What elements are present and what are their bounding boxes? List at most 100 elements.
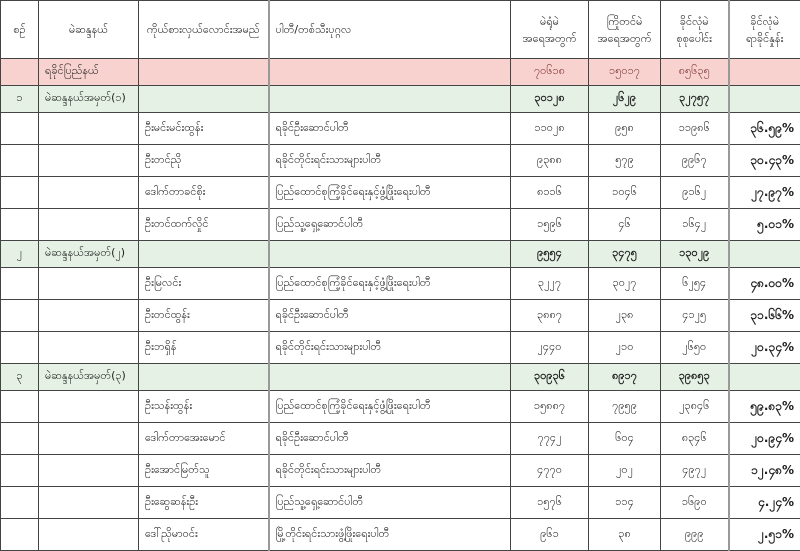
candidate-name: ဦးမင်းမင်းထွန်း (139, 113, 269, 145)
candidate-total: ၁၆၄၂ (661, 209, 729, 241)
candidate-advance: ၃၈ (589, 519, 661, 551)
candidate-name: ဦးတင်ညို (139, 145, 269, 177)
candidate-name: ဦးသန်းထွန်း (139, 391, 269, 423)
candidate-ordinary: ၁၅၈၈၇ (511, 391, 589, 423)
candidate-advance: ၉၅၈ (589, 113, 661, 145)
candidate-ordinary: ၁၅၇၆ (511, 487, 589, 519)
candidate-total: ၉၁၆၂ (661, 177, 729, 209)
empty-cell (39, 519, 139, 551)
candidate-row: ဦးတင်ထွန်းရခိုင်ဦးဆောင်ပါတီ၃၈၈၇၂၃၈၄၁၂၅၃၁… (1, 300, 800, 332)
candidate-name: ဦးမြလင်း (139, 268, 269, 300)
candidate-total: ၉၉၉ (661, 519, 729, 551)
candidate-advance: ၃၀၂၇ (589, 268, 661, 300)
candidate-name: ဒေါက်တာခင်စိုး (139, 177, 269, 209)
empty-cell (1, 145, 39, 177)
header-ordinary-votes: မဲရုံမဲ အရေအတွက် (511, 1, 589, 59)
empty-cell (729, 59, 800, 86)
constituency-name: မဲဆန္ဒနယ်အမှတ်(၁) (39, 86, 139, 113)
candidate-percent: ၃၁.၆၆% (729, 300, 800, 332)
empty-cell (269, 59, 511, 86)
empty-cell (39, 423, 139, 455)
candidate-ordinary: ၇၇၄၂ (511, 423, 589, 455)
empty-cell (1, 177, 39, 209)
empty-cell (1, 268, 39, 300)
candidate-advance: ၁၁၄ (589, 487, 661, 519)
candidate-name: ဒေါ်ညိုမာဝင်း (139, 519, 269, 551)
candidate-advance: ၆၀၄ (589, 423, 661, 455)
candidate-percent: ၁၂.၄၈% (729, 455, 800, 487)
empty-cell (39, 145, 139, 177)
empty-cell (139, 59, 269, 86)
candidate-row: ဒေါ်ညိုမာဝင်းမြို့တိုင်းရင်းသားဖွံ့ဖြိုး… (1, 519, 800, 551)
candidate-total: ၁၁၉၈၆ (661, 113, 729, 145)
candidate-ordinary: ၄၇၇၀ (511, 455, 589, 487)
candidate-advance: ၄၆ (589, 209, 661, 241)
empty-cell (39, 455, 139, 487)
header-advance-votes: ကြိုတင်မဲ အရေအတွက် (589, 1, 661, 59)
empty-cell (39, 300, 139, 332)
candidate-percent: ၃၀.၄၃% (729, 145, 800, 177)
empty-cell (1, 300, 39, 332)
province-ordinary: ၇၀၆၁၈ (511, 59, 589, 86)
candidate-party: ပြည်ထောင်စုကြံ့ခိုင်ရေးနှင့်ဖွံ့ဖြိုးရေး… (269, 268, 511, 300)
candidate-total: ၈၃၄၆ (661, 423, 729, 455)
province-no (1, 59, 39, 86)
empty-cell (1, 487, 39, 519)
province-total: ၈၅၆၃၅ (661, 59, 729, 86)
empty-cell (729, 364, 800, 391)
candidate-ordinary: ၈၁၁၆ (511, 177, 589, 209)
candidate-row: ဦးအောင်မြတ်သူရခိုင်တိုင်းရင်းသားများပါတီ… (1, 455, 800, 487)
constituency-ordinary: ၃၀၁၂၈ (511, 86, 589, 113)
constituency-ordinary: ၃၀၉၃၆ (511, 364, 589, 391)
constituency-ordinary: ၉၅၅၄ (511, 241, 589, 268)
candidate-total: ၂၆၅၀ (661, 332, 729, 364)
empty-cell (39, 268, 139, 300)
candidate-percent: ၅.၀၁% (729, 209, 800, 241)
constituency-total: ၃၂၇၅၇ (661, 86, 729, 113)
empty-cell (269, 364, 511, 391)
candidate-name: ဦးတင်ထက်လှိုင် (139, 209, 269, 241)
candidate-percent: ၄.၂၄% (729, 487, 800, 519)
candidate-total: ၄၉၇၂ (661, 455, 729, 487)
empty-cell (1, 455, 39, 487)
empty-cell (39, 487, 139, 519)
candidate-ordinary: ၉၆၁ (511, 519, 589, 551)
candidate-name: ဒေါက်တာအေးမောင် (139, 423, 269, 455)
candidate-row: ဦးသန်းထွန်းပြည်ထောင်စုကြံ့ခိုင်ရေးနှင့်ဖ… (1, 391, 800, 423)
constituency-no: ၃ (1, 364, 39, 391)
constituency-name: မဲဆန္ဒနယ်အမှတ်(၃) (39, 364, 139, 391)
constituency-total: ၁၃၀၂၉ (661, 241, 729, 268)
candidate-percent: ၃၆.၅၉% (729, 113, 800, 145)
candidate-party: ရခိုင်တိုင်းရင်းသားများပါတီ (269, 455, 511, 487)
empty-cell (39, 177, 139, 209)
header-total-valid: ခိုင်လုံမဲ စုစုပေါင်း (661, 1, 729, 59)
candidate-advance: ၇၉၅၉ (589, 391, 661, 423)
candidate-party: ပြည်ထောင်စုကြံ့ခိုင်ရေးနှင့်ဖွံ့ဖြိုးရေး… (269, 177, 511, 209)
empty-cell (729, 86, 800, 113)
candidate-party: ပြည်ထောင်စုကြံ့ခိုင်ရေးနှင့်ဖွံ့ဖြိုးရေး… (269, 391, 511, 423)
candidate-row: ဦးဘရှိန်ရခိုင်တိုင်းရင်းသားများပါတီ၂၄၄၀၂… (1, 332, 800, 364)
empty-cell (139, 241, 269, 268)
candidate-party: ပြည်သူ့ရှေ့ဆောင်ပါတီ (269, 487, 511, 519)
empty-cell (729, 241, 800, 268)
candidate-advance: ၂၀၂ (589, 455, 661, 487)
candidate-total: ၄၁၂၅ (661, 300, 729, 332)
candidate-total: ၂၃၈၄၆ (661, 391, 729, 423)
candidate-name: ဦးအောင်မြတ်သူ (139, 455, 269, 487)
candidate-advance: ၂၃၈ (589, 300, 661, 332)
candidate-advance: ၅၇၉ (589, 145, 661, 177)
header-candidate: ကိုယ်စားလှယ်လောင်းအမည် (139, 1, 269, 59)
candidate-name: ဦးဆွေဆန်းဦး (139, 487, 269, 519)
candidate-ordinary: ၁၁၀၂၈ (511, 113, 589, 145)
constituency-row: ၁မဲဆန္ဒနယ်အမှတ်(၁)၃၀၁၂၈၂၆၂၉၃၂၇၅၇ (1, 86, 800, 113)
candidate-total: ၆၂၅၄ (661, 268, 729, 300)
empty-cell (139, 364, 269, 391)
candidate-party: ရခိုင်တိုင်းရင်းသားများပါတီ (269, 332, 511, 364)
candidate-party: ပြည်သူ့ရှေ့ဆောင်ပါတီ (269, 209, 511, 241)
candidate-row: ဒေါက်တာအေးမောင်ရခိုင်ဦးဆောင်ပါတီ၇၇၄၂၆၀၄၈… (1, 423, 800, 455)
candidate-row: ဦးတင်ထက်လှိုင်ပြည်သူ့ရှေ့ဆောင်ပါတီ၁၅၉၆၄၆… (1, 209, 800, 241)
empty-cell (269, 86, 511, 113)
constituency-advance: ၂၆၂၉ (589, 86, 661, 113)
empty-cell (1, 391, 39, 423)
